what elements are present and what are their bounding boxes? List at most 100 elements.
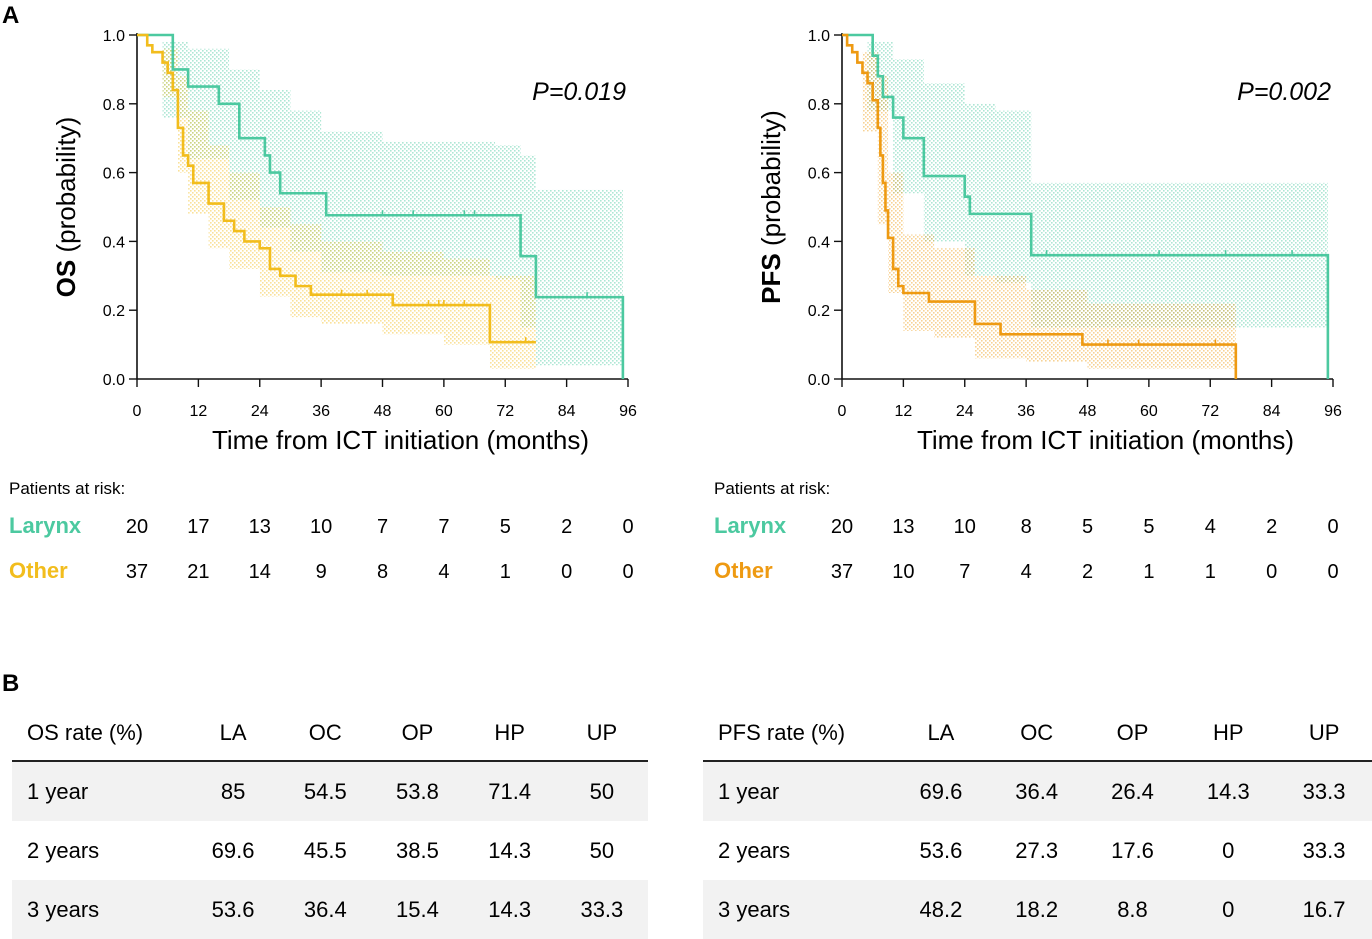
table-cell: 2 years — [27, 837, 100, 863]
x-tick-label: 0 — [133, 403, 142, 420]
table-cell: 50 — [589, 837, 615, 863]
risk-count: 4 — [438, 561, 449, 583]
x-tick-label: 36 — [1017, 403, 1035, 420]
risk-count: 4 — [1205, 516, 1216, 538]
risk-count: 21 — [187, 561, 209, 583]
table-cell: 53.6 — [187, 880, 280, 939]
risk-count: 9 — [316, 561, 327, 583]
panel-label-a: A — [2, 2, 20, 29]
y-axis-label-rest: (probability) — [51, 117, 81, 260]
os-kaplan-meier-chart: 0.00.20.40.60.81.00 12 24 36 48 60 72 84 96Time … — [9, 28, 637, 583]
table-row: 1 year 69.6 36.4 26.4 14.3 33.3 — [703, 761, 1372, 821]
pfs-rate-table: PFS rate (%) LA OC OP HP UP 1 year 69.6 … — [703, 706, 1372, 939]
risk-count: 20 — [831, 516, 853, 538]
risk-count: 5 — [500, 516, 511, 538]
x-tick-label: 48 — [1079, 403, 1097, 420]
os-rate-table: OS rate (%) LA OC OP HP UP 1 year 85 54.… — [12, 706, 648, 939]
risk-row-label-other: Other — [9, 558, 68, 583]
x-tick-label: 36 — [312, 403, 330, 420]
risk-count: 17 — [187, 516, 209, 538]
table-cell: 1 year — [12, 761, 187, 821]
table-cell: 16.7 — [1276, 880, 1372, 939]
table-cell: 36.4 — [988, 761, 1085, 821]
table-header-cell: OP — [371, 706, 464, 762]
risk-count: 0 — [561, 561, 572, 583]
x-tick-label: 96 — [1324, 403, 1342, 420]
risk-count: 7 — [377, 516, 388, 538]
table-cell: 0 — [1180, 880, 1277, 939]
risk-count: 10 — [310, 516, 332, 538]
table-cell: 14.3 — [1180, 761, 1277, 821]
risk-row-label-larynx: Larynx — [714, 513, 787, 538]
risk-count: 0 — [1327, 561, 1338, 583]
risk-count: 0 — [1266, 561, 1277, 583]
survival-line-larynx — [137, 33, 625, 379]
table-cell: 33.3 — [1302, 837, 1346, 863]
table-cell: 85 — [187, 761, 280, 821]
table-cell: 69.6 — [893, 761, 989, 821]
risk-count: 8 — [377, 561, 388, 583]
table-cell: 53.6 — [919, 837, 963, 863]
table-cell: 0 — [1222, 837, 1235, 863]
risk-count: 0 — [622, 561, 633, 583]
risk-row-label-larynx: Larynx — [9, 513, 82, 538]
x-tick-label: 60 — [435, 403, 453, 420]
table-cell: 14.3 — [463, 880, 556, 939]
table-cell: 33.3 — [1276, 761, 1372, 821]
table-cell: 15.4 — [371, 880, 464, 939]
y-tick-label: 0.8 — [103, 97, 125, 114]
table-header-cell: HP — [463, 706, 556, 762]
y-axis-label-bold: OS — [51, 260, 81, 298]
panel-label-b: B — [2, 670, 20, 697]
table-cell: 54.5 — [279, 761, 372, 821]
y-axis-label-bold: PFS — [756, 253, 786, 304]
table-row: 3 years 48.2 18.2 8.8 0 16.7 — [703, 880, 1372, 939]
table-header-cell: LA — [187, 706, 280, 762]
survival-line-other — [842, 33, 1238, 379]
risk-count: 4 — [1021, 561, 1032, 583]
risk-count: 13 — [892, 516, 914, 538]
risk-count: 20 — [126, 516, 148, 538]
y-axis-label: OS (probability) — [51, 117, 81, 298]
table-row: 2 years 69.6 45.5 38.5 14.3 50 — [12, 821, 648, 880]
table-header-cell: OC — [988, 706, 1085, 762]
y-tick-label: 0.2 — [808, 303, 830, 320]
x-tick-label: 96 — [619, 403, 637, 420]
table-cell: 27.3 — [1015, 837, 1059, 863]
risk-count: 5 — [1082, 516, 1093, 538]
risk-count: 10 — [954, 516, 976, 538]
risk-count: 5 — [1143, 516, 1154, 538]
table-cell: 18.2 — [988, 880, 1085, 939]
risk-row-label-other: Other — [714, 558, 773, 583]
x-axis-label: Time from ICT initiation (months) — [917, 425, 1294, 455]
table-cell: 48.2 — [893, 880, 989, 939]
risk-count: 37 — [831, 561, 853, 583]
y-tick-label: 0.8 — [808, 97, 830, 114]
y-tick-label: 0.4 — [103, 234, 125, 251]
survival-line-larynx — [842, 33, 1330, 379]
risk-count: 1 — [500, 561, 511, 583]
table-cell: 45.5 — [303, 837, 347, 863]
y-axis-label: PFS (probability) — [756, 110, 786, 304]
x-tick-label: 72 — [496, 403, 514, 420]
x-tick-label: 12 — [894, 403, 912, 420]
risk-count: 10 — [892, 561, 914, 583]
table-header-cell: OP — [1084, 706, 1181, 762]
risk-count: 2 — [1266, 516, 1277, 538]
risk-count: 7 — [438, 516, 449, 538]
table-row: 1 year 85 54.5 53.8 71.4 50 — [12, 761, 648, 821]
table-cell: 38.5 — [396, 837, 439, 863]
risk-table-header: Patients at risk: — [9, 479, 125, 498]
table-cell: 53.8 — [371, 761, 464, 821]
x-tick-label: 60 — [1140, 403, 1158, 420]
risk-count: 0 — [1327, 516, 1338, 538]
risk-count: 7 — [959, 561, 970, 583]
risk-count: 37 — [126, 561, 148, 583]
table-cell: 26.4 — [1084, 761, 1181, 821]
y-tick-label: 0.0 — [103, 372, 125, 389]
y-tick-label: 1.0 — [103, 28, 125, 45]
ci-band-other — [842, 35, 1236, 379]
y-tick-label: 0.4 — [808, 234, 830, 251]
table-cell: 14.3 — [488, 837, 532, 863]
p-value-label: P=0.019 — [532, 78, 626, 106]
